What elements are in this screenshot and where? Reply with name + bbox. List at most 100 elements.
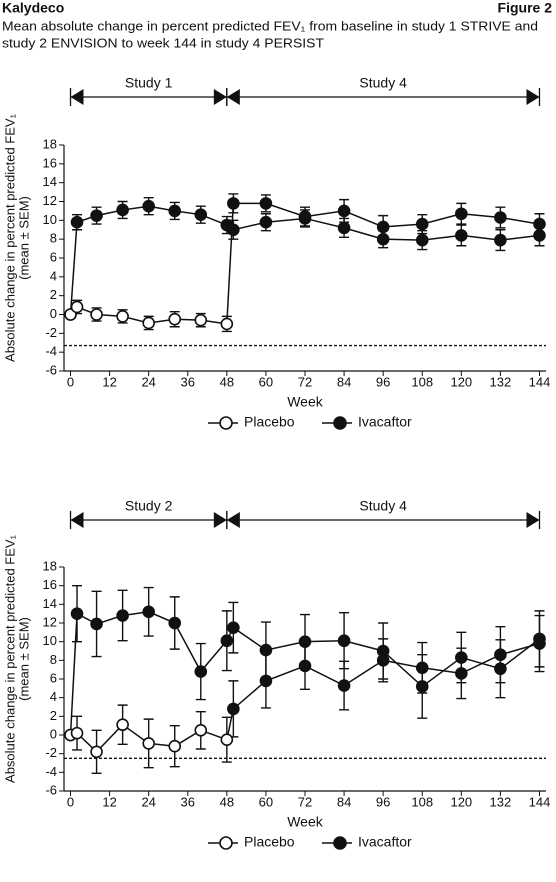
- page-title: Kalydeco: [2, 0, 64, 16]
- marker: [259, 215, 273, 229]
- marker: [142, 199, 155, 213]
- y-axis-title: (mean ± SEM): [16, 196, 31, 280]
- y-tick-label: 10: [43, 212, 57, 227]
- marker: [455, 651, 468, 664]
- y-tick-label: -6: [45, 782, 57, 797]
- legend-marker: [219, 416, 233, 430]
- legend-marker: [219, 836, 233, 850]
- y-tick-label: 8: [50, 652, 57, 667]
- marker: [194, 313, 208, 327]
- period-label: Study 4: [359, 498, 407, 514]
- marker: [142, 605, 155, 619]
- marker: [298, 210, 312, 223]
- marker: [116, 203, 129, 217]
- marker: [455, 207, 468, 221]
- y-tick-label: 0: [50, 726, 57, 741]
- x-tick-label: 144: [529, 794, 551, 809]
- marker: [168, 739, 182, 753]
- y-tick-label: 0: [50, 306, 57, 321]
- marker: [90, 617, 103, 631]
- marker: [116, 609, 129, 622]
- marker: [337, 634, 351, 648]
- x-tick-label: 132: [490, 794, 512, 809]
- marker: [337, 221, 351, 235]
- x-tick-label: 0: [67, 794, 74, 809]
- y-tick-label: 16: [43, 577, 57, 592]
- marker: [70, 726, 84, 740]
- marker: [337, 679, 351, 692]
- legend-label: Placebo: [244, 834, 295, 850]
- x-tick-label: 132: [490, 374, 512, 389]
- marker: [220, 733, 234, 746]
- y-tick-label: 12: [43, 614, 57, 629]
- marker: [227, 621, 240, 634]
- x-tick-label: 108: [411, 794, 433, 809]
- marker: [337, 204, 351, 218]
- period-arrow: [213, 512, 227, 528]
- subtitle: Mean absolute change in percent predicte…: [2, 18, 538, 33]
- y-tick-label: -6: [45, 362, 57, 377]
- y-tick-label: 10: [43, 633, 57, 648]
- y-tick-label: 18: [43, 558, 57, 573]
- x-tick-label: 84: [337, 794, 351, 809]
- period-arrow: [213, 89, 227, 105]
- x-tick-label: 84: [337, 374, 351, 389]
- marker: [227, 702, 240, 716]
- y-tick-label: 6: [50, 670, 57, 685]
- x-tick-label: 72: [298, 374, 312, 389]
- marker: [533, 217, 546, 231]
- y-tick-label: 4: [50, 268, 57, 283]
- x-tick-label: 96: [376, 374, 390, 389]
- y-tick-label: 2: [50, 708, 57, 723]
- y-tick-label: -4: [45, 764, 57, 779]
- marker: [220, 317, 234, 331]
- period-arrow: [226, 512, 240, 528]
- y-tick-label: -2: [45, 745, 57, 760]
- x-tick-label: 12: [102, 794, 116, 809]
- legend-marker: [333, 836, 347, 850]
- marker: [116, 718, 129, 732]
- period-arrow: [226, 89, 240, 105]
- x-axis-title: Week: [287, 814, 324, 830]
- marker: [168, 204, 182, 218]
- marker: [90, 745, 103, 759]
- legend-label: Ivacaftor: [358, 834, 412, 850]
- y-tick-label: 8: [50, 231, 57, 246]
- marker: [194, 724, 208, 737]
- marker: [194, 208, 208, 221]
- marker: [376, 654, 390, 667]
- y-tick-label: 16: [43, 155, 57, 170]
- marker: [455, 229, 468, 242]
- marker: [70, 607, 84, 620]
- figure-label: Figure 2: [498, 0, 553, 16]
- y-tick-label: 14: [43, 596, 57, 611]
- x-tick-label: 60: [259, 374, 273, 389]
- y-tick-label: -4: [45, 344, 57, 359]
- marker: [455, 667, 468, 680]
- y-axis-title: (mean ± SEM): [16, 617, 31, 701]
- marker: [227, 197, 240, 210]
- x-tick-label: 108: [411, 374, 433, 389]
- subtitle: study 2 ENVISION to week 144 in study 4 …: [2, 35, 324, 50]
- y-tick-label: -2: [45, 325, 57, 340]
- period-arrow: [70, 89, 84, 105]
- y-tick-label: 2: [50, 287, 57, 302]
- marker: [70, 215, 84, 229]
- marker: [494, 233, 507, 247]
- period-label: Study 2: [125, 498, 173, 514]
- marker: [168, 312, 182, 326]
- x-tick-label: 24: [141, 794, 155, 809]
- marker: [298, 635, 312, 648]
- marker: [90, 209, 103, 222]
- marker: [142, 316, 155, 330]
- marker: [142, 737, 155, 750]
- x-tick-label: 24: [141, 374, 155, 389]
- marker: [533, 637, 546, 650]
- marker: [168, 616, 182, 630]
- x-tick-label: 36: [181, 794, 195, 809]
- marker: [227, 223, 240, 237]
- marker: [494, 662, 507, 676]
- period-label: Study 4: [359, 75, 407, 91]
- x-tick-label: 36: [181, 374, 195, 389]
- marker: [259, 643, 273, 657]
